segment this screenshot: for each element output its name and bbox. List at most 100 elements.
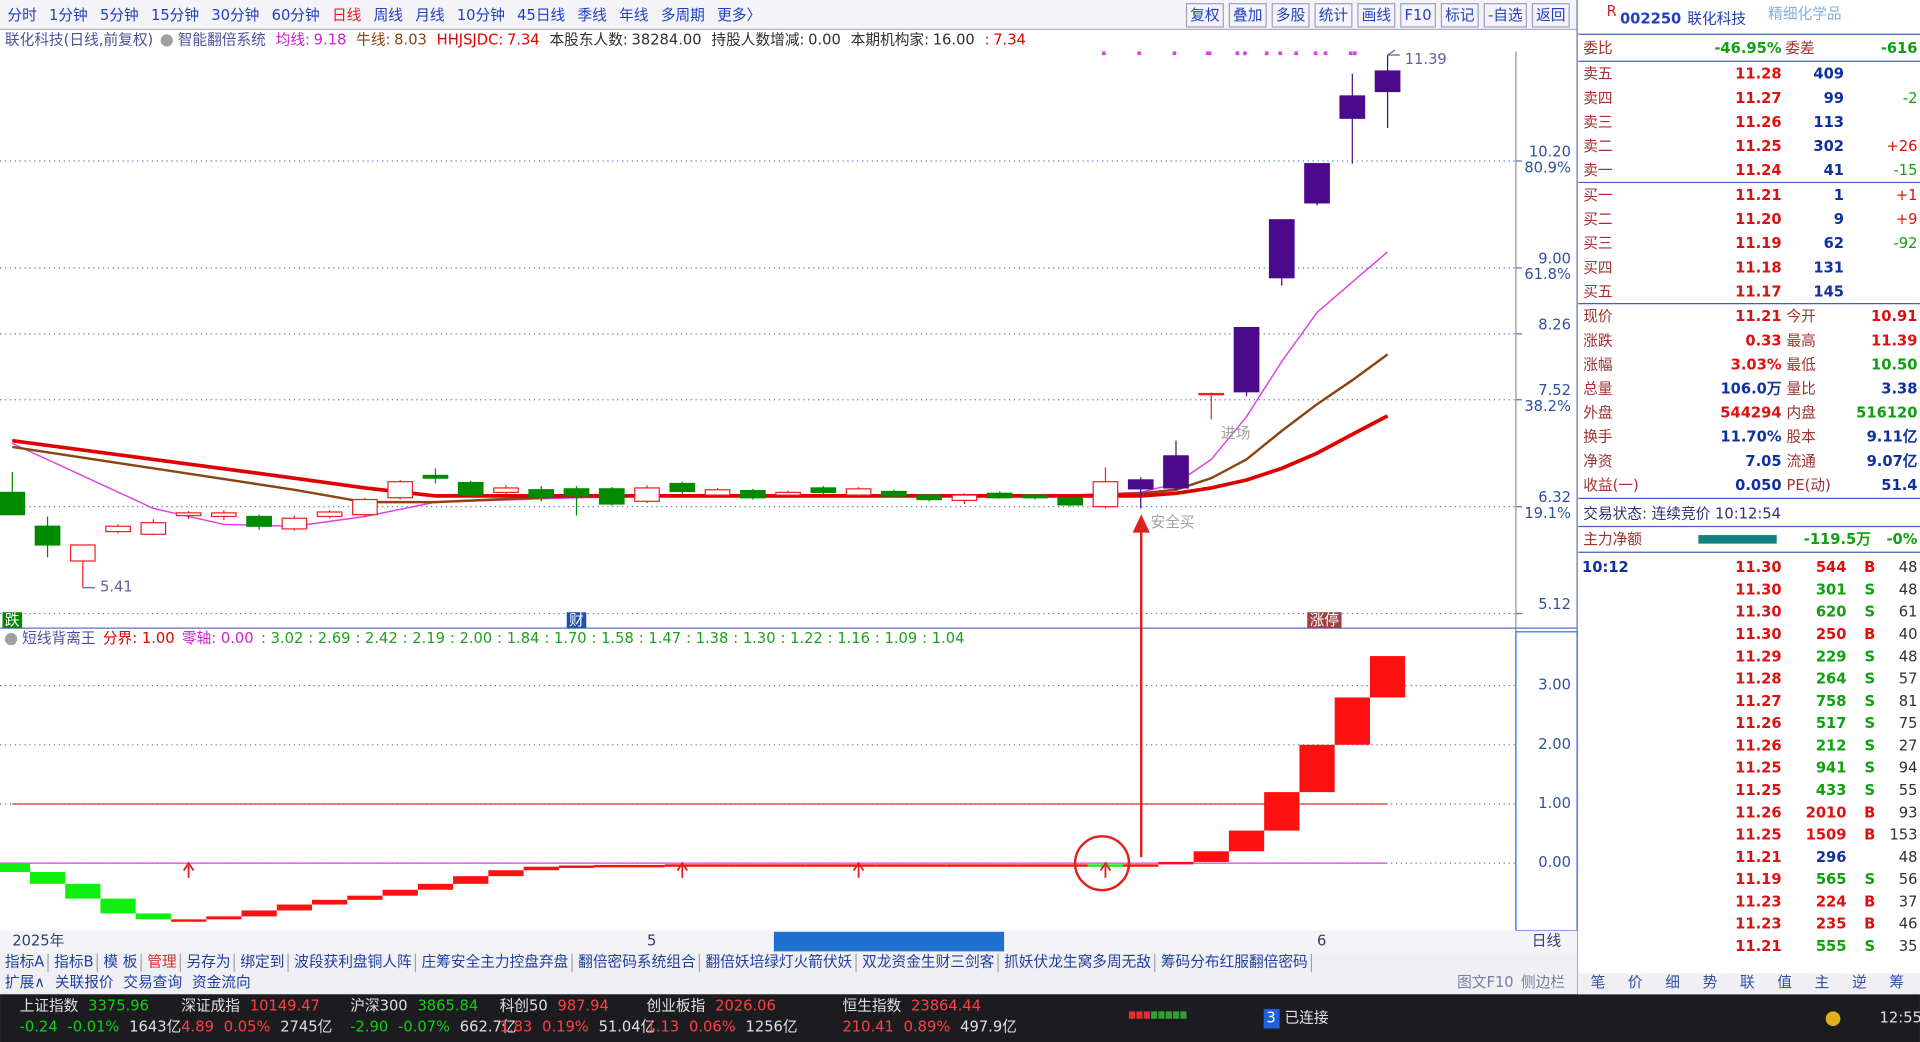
indicator-tab[interactable]: 翻倍妖培绿灯火箭伏妖 bbox=[706, 952, 853, 970]
indicator-tab[interactable]: 筹码分布红服翻倍密码 bbox=[1161, 953, 1308, 970]
index-pct: -0.01% bbox=[67, 1018, 119, 1035]
indicator-tab[interactable]: 翻倍密码系统组合 bbox=[578, 953, 696, 970]
candle-body bbox=[422, 474, 449, 479]
stat-label: 现价 bbox=[1583, 308, 1613, 325]
candle-body bbox=[916, 494, 943, 501]
side-link[interactable]: 图文F10 bbox=[1457, 974, 1514, 991]
step-bar bbox=[453, 876, 489, 884]
tool-button[interactable]: -自选 bbox=[1488, 7, 1523, 24]
index-amount: 497.9亿 bbox=[960, 1018, 1017, 1035]
quote-tab[interactable]: 逆 bbox=[1852, 974, 1867, 991]
stat-value: 0.050 bbox=[1735, 477, 1781, 494]
period-tab[interactable]: 年线 bbox=[619, 7, 649, 24]
indicator-level: : 3.02 bbox=[261, 630, 303, 647]
book-label: 买二 bbox=[1583, 211, 1612, 228]
link-tab[interactable]: 资金流向 bbox=[192, 974, 251, 991]
indicator-name: 智能翻倍系统 bbox=[178, 30, 266, 48]
candle-body bbox=[1163, 455, 1189, 489]
period-tab[interactable]: 5分钟 bbox=[100, 7, 139, 24]
quote-tab[interactable]: 筹 bbox=[1889, 974, 1904, 991]
tool-button[interactable]: 多股 bbox=[1276, 7, 1306, 24]
quote-tab[interactable]: 值 bbox=[1777, 974, 1792, 991]
tick-side: B bbox=[1864, 559, 1875, 576]
quote-tab[interactable]: 细 bbox=[1665, 974, 1680, 991]
level-bar bbox=[1151, 1011, 1158, 1019]
indicator-tab[interactable]: 绑定到 bbox=[240, 953, 284, 970]
candle-body bbox=[281, 517, 308, 530]
index-name: 深证成指 bbox=[181, 997, 240, 1014]
tool-button[interactable]: F10 bbox=[1404, 7, 1431, 24]
index-name: 沪深300 bbox=[350, 997, 407, 1014]
indicator-tab[interactable]: 波段获利盘铜人阵 bbox=[294, 952, 412, 970]
period-tab[interactable]: 45日线 bbox=[517, 7, 565, 24]
link-tab[interactable]: 交易查询 bbox=[123, 973, 182, 991]
header-label: HHJSJDC: bbox=[437, 31, 504, 48]
period-tab[interactable]: 日线 bbox=[332, 7, 362, 24]
tool-button[interactable]: 复权 bbox=[1190, 6, 1220, 24]
book-volume: 9 bbox=[1834, 211, 1844, 228]
period-tab[interactable]: 周线 bbox=[374, 7, 404, 24]
period-tab[interactable]: 更多〉 bbox=[717, 7, 761, 24]
indicator-tab[interactable]: 抓妖伏龙生窝多周无敌 bbox=[1004, 952, 1151, 970]
period-tab[interactable]: 30分钟 bbox=[211, 7, 259, 24]
quote-tab[interactable]: 联 bbox=[1740, 974, 1755, 991]
indicator-tab[interactable]: 指标A bbox=[5, 953, 44, 970]
tool-button[interactable]: 标记 bbox=[1445, 7, 1475, 24]
quote-tab[interactable]: 价 bbox=[1628, 974, 1643, 991]
link-tab[interactable]: 关联报价 bbox=[55, 974, 114, 991]
period-tab[interactable]: 月线 bbox=[415, 7, 445, 24]
period-tab[interactable]: 1分钟 bbox=[49, 7, 88, 24]
candle-body bbox=[669, 482, 696, 493]
index-change: -2.90 bbox=[350, 1018, 388, 1035]
index-change: 1.13 bbox=[647, 1018, 680, 1035]
tick-count: 93 bbox=[1899, 804, 1918, 821]
tick-volume: 941 bbox=[1816, 760, 1847, 777]
indicator-level: : 2.42 bbox=[355, 630, 397, 647]
quote-tab[interactable]: 主 bbox=[1815, 974, 1830, 991]
link-tab[interactable]: 扩展∧ bbox=[5, 974, 45, 991]
index-name: 创业板指 bbox=[647, 996, 706, 1014]
period-tab[interactable]: 多周期 bbox=[661, 7, 705, 24]
indicator-tab[interactable]: 双龙资金生财三剑客 bbox=[862, 953, 995, 970]
indicator-level: : 2.69 bbox=[308, 630, 350, 647]
index-value: 3865.84 bbox=[417, 997, 478, 1014]
indicator-tab[interactable]: 管理 bbox=[147, 953, 177, 970]
period-tab[interactable]: 15分钟 bbox=[151, 7, 199, 24]
book-price: 11.28 bbox=[1735, 66, 1781, 83]
step-bar bbox=[0, 863, 30, 873]
indicator-tab[interactable]: 庄筹安全主力控盘弃盘 bbox=[422, 952, 569, 970]
book-label: 买三 bbox=[1583, 235, 1612, 252]
period-tab[interactable]: 10分钟 bbox=[457, 7, 505, 24]
tool-button[interactable]: 画线 bbox=[1362, 7, 1392, 24]
tool-button[interactable]: 返回 bbox=[1536, 7, 1565, 24]
period-tab[interactable]: 分时 bbox=[7, 7, 37, 24]
tabs-bg bbox=[0, 952, 1578, 995]
indicator-tab[interactable]: 指标B bbox=[54, 953, 93, 970]
tool-button[interactable]: 叠加 bbox=[1233, 7, 1262, 24]
tick-side: B bbox=[1864, 804, 1875, 821]
indicator-level: : 1.09 bbox=[875, 630, 917, 647]
book-label: 买一 bbox=[1583, 187, 1613, 204]
quote-tab[interactable]: 笔 bbox=[1591, 974, 1606, 991]
step-bar bbox=[664, 864, 700, 867]
tick-price: 11.21 bbox=[1735, 849, 1781, 866]
stat-label: 换手 bbox=[1583, 429, 1612, 446]
stat-label: PE(动) bbox=[1786, 477, 1830, 494]
indicator-tab[interactable]: 另存为 bbox=[186, 953, 230, 970]
quote-tab[interactable]: 势 bbox=[1703, 974, 1718, 991]
flag-label: 跌 bbox=[5, 612, 20, 629]
period-tab[interactable]: 60分钟 bbox=[272, 7, 320, 24]
period-tab[interactable]: 季线 bbox=[577, 7, 607, 24]
sector: 精细化学品 bbox=[1768, 6, 1841, 23]
tool-frame bbox=[1228, 3, 1267, 28]
flow-label: 主力净额 bbox=[1583, 531, 1642, 548]
tick-volume: 2010 bbox=[1806, 804, 1847, 821]
step-bar bbox=[1017, 864, 1053, 867]
side-link[interactable]: 侧边栏 bbox=[1521, 974, 1565, 991]
header-value: 16.00 bbox=[933, 31, 975, 48]
tool-button[interactable]: 统计 bbox=[1319, 7, 1349, 24]
indicator-tab[interactable]: 模 板 bbox=[103, 952, 137, 970]
level-bar bbox=[1128, 1011, 1136, 1019]
tick-side: S bbox=[1864, 693, 1875, 710]
step-bar bbox=[347, 895, 383, 900]
